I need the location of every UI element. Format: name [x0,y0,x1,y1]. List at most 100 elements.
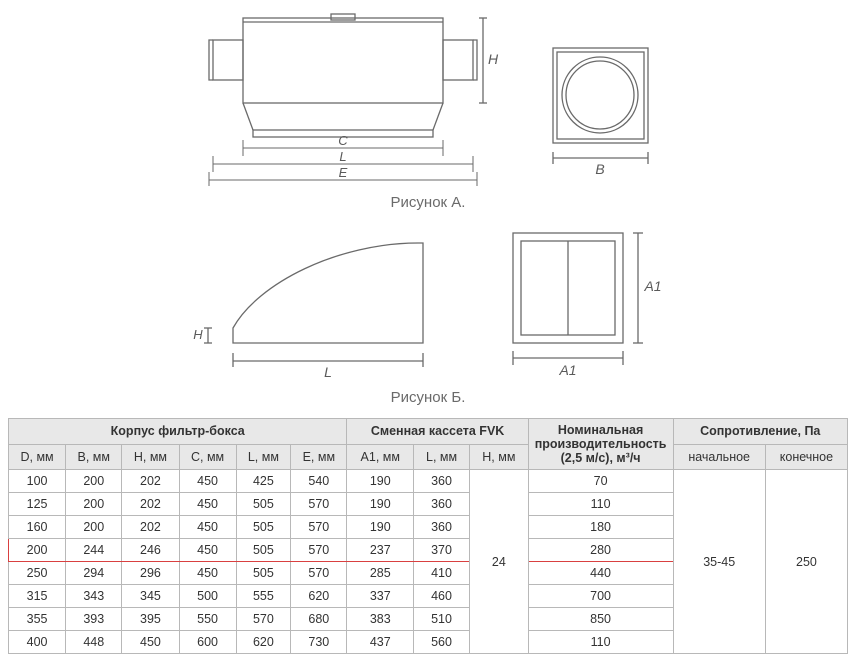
th-Hbody: H, мм [122,444,179,470]
table-cell: 505 [236,493,291,516]
table-cell: 437 [347,631,414,654]
table-cell: 190 [347,470,414,493]
table-cell: 250 [9,562,66,585]
spec-table: Корпус фильтр-бокса Сменная кассета FVK … [8,418,848,654]
table-cell: 296 [122,562,179,585]
dim-label-A1-h: A1 [558,362,576,378]
table-cell: 360 [414,493,470,516]
cell-nominal: 700 [528,585,673,608]
th-Lbody: L, мм [236,444,291,470]
table-cell: 160 [9,516,66,539]
figure-b-front-view: A1 A1 [498,223,668,383]
table-cell: 680 [291,608,347,631]
table-cell: 425 [236,470,291,493]
cell-nominal: 280 [528,539,673,562]
table-cell: 202 [122,493,179,516]
th-B: B, мм [66,444,122,470]
table-cell: 200 [66,493,122,516]
table-cell: 570 [291,539,347,562]
table-cell: 360 [414,516,470,539]
table-cell: 450 [179,470,236,493]
th-res-start: начальное [673,444,765,470]
figure-a-side-view: H C L E [183,8,503,188]
table-cell: 570 [291,516,347,539]
table-cell: 620 [291,585,347,608]
table-cell: 730 [291,631,347,654]
table-cell: 202 [122,470,179,493]
dim-label-L2: L [324,364,332,380]
th-A1: A1, мм [347,444,414,470]
table-cell: 315 [9,585,66,608]
table-cell: 620 [236,631,291,654]
table-cell: 600 [179,631,236,654]
table-cell: 505 [236,539,291,562]
table-cell: 450 [179,562,236,585]
dim-label-H: H [488,51,499,67]
table-cell: 294 [66,562,122,585]
table-cell: 555 [236,585,291,608]
figure-a-caption: Рисунок А. [8,194,848,211]
cell-nominal: 110 [528,493,673,516]
table-cell: 400 [9,631,66,654]
cell-nominal: 180 [528,516,673,539]
table-cell: 570 [291,493,347,516]
table-cell: 370 [414,539,470,562]
table-cell: 505 [236,516,291,539]
table-cell: 383 [347,608,414,631]
table-cell: 550 [179,608,236,631]
table-cell: 345 [122,585,179,608]
table-cell: 343 [66,585,122,608]
table-cell: 360 [414,470,470,493]
dim-label-B: B [595,161,604,177]
th-Hcas: H, мм [470,444,529,470]
cell-nominal: 70 [528,470,673,493]
table-cell: 410 [414,562,470,585]
dim-label-E: E [339,165,348,180]
table-cell: 190 [347,516,414,539]
table-cell: 395 [122,608,179,631]
table-cell: 450 [179,539,236,562]
table-cell: 500 [179,585,236,608]
figure-b-caption: Рисунок Б. [8,389,848,406]
dim-label-C: C [338,133,348,148]
cell-nominal: 850 [528,608,673,631]
th-C: C, мм [179,444,236,470]
table-cell: 393 [66,608,122,631]
table-cell: 510 [414,608,470,631]
table-cell: 200 [9,539,66,562]
table-cell: 190 [347,493,414,516]
cell-nominal: 110 [528,631,673,654]
table-cell: 450 [179,516,236,539]
th-group-nominal: Номинальная производительность (2,5 м/с)… [528,419,673,470]
dim-label-H2: H [193,327,203,342]
table-cell: 450 [179,493,236,516]
figure-a-row: H C L E [8,8,848,188]
th-res-end: конечное [765,444,847,470]
th-E: E, мм [291,444,347,470]
table-cell: 570 [291,562,347,585]
th-group-body: Корпус фильтр-бокса [9,419,347,445]
th-D: D, мм [9,444,66,470]
table-cell: 450 [122,631,179,654]
cell-nominal: 440 [528,562,673,585]
table-row: 100200202450425540190360247035-45250 [9,470,848,493]
table-cell: 560 [414,631,470,654]
table-cell: 244 [66,539,122,562]
dim-label-A1-v: A1 [643,278,661,294]
table-cell: 285 [347,562,414,585]
figure-b-row: H L A1 A1 [8,223,848,383]
table-cell: 337 [347,585,414,608]
table-cell: 448 [66,631,122,654]
table-cell: 540 [291,470,347,493]
table-cell: 100 [9,470,66,493]
table-cell: 570 [236,608,291,631]
table-cell: 202 [122,516,179,539]
table-cell: 125 [9,493,66,516]
dim-label-L: L [339,149,346,164]
table-cell: 505 [236,562,291,585]
table-cell: 237 [347,539,414,562]
figure-a-end-view: B [533,38,673,188]
table-cell: 460 [414,585,470,608]
table-cell: 200 [66,470,122,493]
th-group-cassette: Сменная кассета FVK [347,419,528,445]
